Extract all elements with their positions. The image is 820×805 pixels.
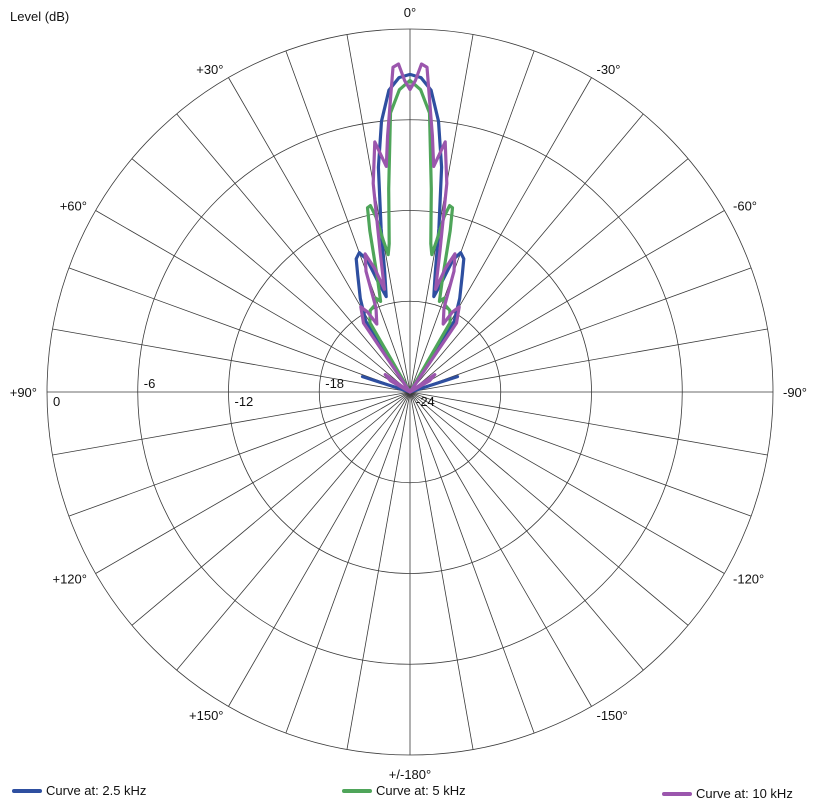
grid-spoke bbox=[409, 391, 752, 517]
grid-spoke bbox=[228, 391, 411, 707]
grid-spoke bbox=[95, 210, 411, 393]
angle-label: -30° bbox=[597, 62, 621, 77]
legend-swatch-3 bbox=[662, 791, 692, 796]
angle-label: -90° bbox=[783, 385, 807, 400]
angle-label: 0° bbox=[404, 5, 416, 20]
grid-spoke bbox=[409, 391, 535, 734]
grid-spoke bbox=[176, 391, 411, 671]
series-curve-3 bbox=[359, 62, 461, 394]
plot-curves bbox=[354, 62, 466, 394]
grid-spoke bbox=[409, 391, 474, 750]
angle-label: -150° bbox=[597, 708, 628, 723]
y-axis-label: Level (dB) bbox=[10, 9, 70, 24]
legend-item-1: Curve at: 2.5 kHz bbox=[12, 783, 146, 798]
radial-tick-label: -12 bbox=[235, 394, 254, 409]
grid-spoke bbox=[409, 158, 689, 393]
grid-spoke bbox=[346, 391, 411, 750]
radial-tick-label: -6 bbox=[144, 376, 156, 391]
grid-spoke bbox=[409, 391, 689, 626]
grid-spoke bbox=[409, 34, 474, 393]
grid-spoke bbox=[131, 158, 411, 393]
legend-label-3: Curve at: 10 kHz bbox=[696, 786, 793, 801]
grid-spoke bbox=[95, 391, 411, 574]
grid-spoke bbox=[409, 391, 592, 707]
legend-swatch-2 bbox=[342, 788, 372, 793]
grid-spoke bbox=[68, 267, 411, 393]
grid-spoke bbox=[346, 34, 411, 393]
radial-tick-label: -24 bbox=[416, 394, 435, 409]
grid-spoke bbox=[409, 210, 725, 393]
angle-label: +60° bbox=[60, 199, 87, 214]
grid-spoke bbox=[285, 391, 411, 734]
angle-label: +/-180° bbox=[389, 767, 431, 782]
series-curve-1 bbox=[354, 72, 466, 394]
grid-spoke bbox=[409, 391, 725, 574]
angle-label: +90° bbox=[10, 385, 37, 400]
polar-grid bbox=[46, 28, 774, 756]
legend-label-2: Curve at: 5 kHz bbox=[376, 783, 466, 798]
angle-label: +30° bbox=[196, 62, 223, 77]
angle-label: -60° bbox=[733, 199, 757, 214]
grid-spoke bbox=[176, 113, 411, 393]
radial-tick-label: -18 bbox=[325, 376, 344, 391]
legend-item-3: Curve at: 10 kHz bbox=[662, 786, 793, 801]
grid-spoke bbox=[409, 267, 752, 393]
grid-spoke bbox=[131, 391, 411, 626]
grid-spoke bbox=[409, 391, 644, 671]
legend-swatch-1 bbox=[12, 788, 42, 793]
grid-spoke bbox=[409, 391, 768, 456]
angle-label: +150° bbox=[189, 708, 223, 723]
grid-spoke bbox=[409, 328, 768, 393]
series-curve-2 bbox=[365, 78, 455, 394]
grid-spoke bbox=[52, 328, 411, 393]
grid-spoke bbox=[68, 391, 411, 517]
angle-label: -120° bbox=[733, 572, 764, 587]
grid-spoke bbox=[409, 50, 535, 393]
legend-label-1: Curve at: 2.5 kHz bbox=[46, 783, 147, 798]
radial-tick-label: 0 bbox=[53, 394, 60, 409]
grid-spoke bbox=[409, 113, 644, 393]
axis-labels: 0 -6 -12 -18 -24 0° +30° -30° +60° -60° +90° -90° +1… bbox=[10, 5, 807, 782]
legend-item-2: Curve at: 5 kHz bbox=[342, 783, 466, 798]
angle-label: +120° bbox=[52, 572, 86, 587]
grid-spoke bbox=[285, 50, 411, 393]
grid-spoke bbox=[52, 391, 411, 456]
